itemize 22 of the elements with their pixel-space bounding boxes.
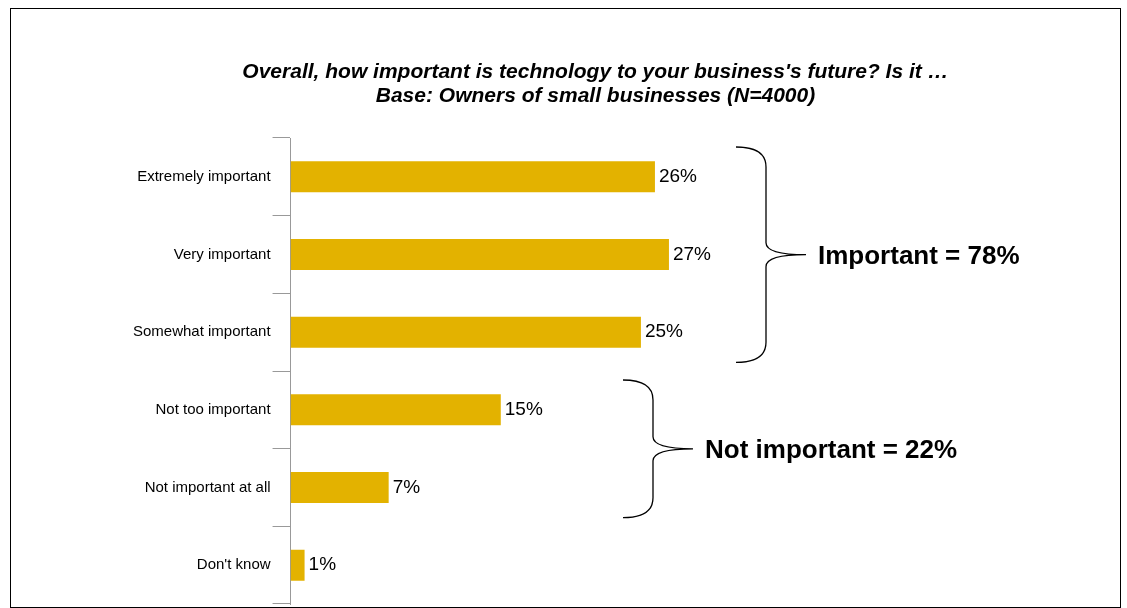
data-label: 15% — [504, 398, 543, 420]
bar — [290, 238, 669, 271]
data-label: 7% — [392, 475, 421, 497]
y-tick-label: Not too important — [155, 399, 272, 417]
chart-subtitle: Base: Owners of small businesses (N=4000) — [374, 83, 817, 107]
text: Important = 78% — [818, 239, 1020, 271]
y-tick-label: Extremely important — [137, 166, 272, 184]
bar — [290, 549, 305, 581]
chart-title: Overall, how important is technology to your business's future? Is it … — [241, 59, 950, 83]
y-tick-label: Somewhat important — [132, 322, 272, 340]
bar — [290, 161, 655, 193]
bar — [290, 471, 389, 504]
bar — [290, 316, 641, 348]
data-label: 25% — [644, 320, 684, 342]
y-tick-label: Very important — [173, 244, 272, 262]
bar — [290, 394, 501, 426]
data-label: 26% — [658, 165, 698, 187]
y-tick-label: Not important at all — [144, 477, 271, 495]
y-tick-label: Don't know — [196, 555, 271, 573]
text: Not important = 22% — [705, 433, 958, 465]
data-label: 27% — [672, 242, 712, 264]
data-label: 1% — [308, 553, 337, 575]
